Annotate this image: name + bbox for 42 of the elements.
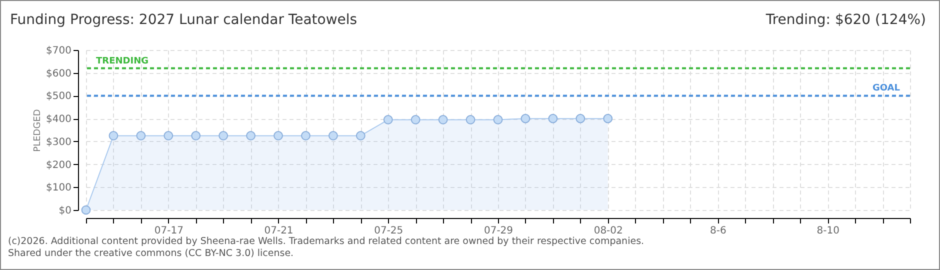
- point: [520, 114, 530, 124]
- point: [548, 114, 558, 124]
- point: [383, 115, 393, 124]
- point: [136, 131, 146, 140]
- y-axis-title: PLEDGED: [33, 109, 44, 152]
- point: [466, 115, 476, 124]
- y-tick-label: $300: [46, 136, 72, 148]
- point: [246, 131, 256, 140]
- point: [301, 131, 310, 140]
- point: [603, 114, 613, 124]
- x-tick-label: 07-21: [264, 226, 294, 236]
- y-tick-label: $0: [58, 206, 72, 216]
- x-tick-label: 8-10: [816, 226, 840, 236]
- point: [191, 131, 201, 140]
- point: [576, 114, 586, 124]
- point: [81, 205, 91, 215]
- ref-line-label: TRENDING: [96, 56, 148, 66]
- point: [410, 115, 420, 124]
- x-tick-label: 07-29: [484, 226, 514, 236]
- ref-line-label: GOAL: [872, 84, 900, 94]
- x-tick-label: 08-02: [594, 226, 623, 236]
- point: [356, 131, 366, 140]
- x-tick-label: 07-17: [154, 226, 184, 236]
- point: [274, 131, 283, 140]
- y-tick-label: $100: [46, 182, 72, 194]
- point: [164, 131, 174, 140]
- y-tick-label: $200: [46, 160, 72, 171]
- point: [438, 115, 448, 124]
- chart-subtitle: Trending: $620 (124%): [766, 12, 926, 28]
- text: Shared under the creative commons (CC BY-NC 3.0) license.: [8, 248, 295, 260]
- point: [218, 131, 228, 140]
- point: [108, 131, 118, 140]
- x-tick-label: 8-6: [710, 226, 726, 236]
- chart-title: Funding Progress: 2027 Lunar calendar Teatowels: [10, 12, 358, 28]
- y-tick-label: $500: [46, 91, 72, 102]
- text: (c)2026. Additional content provided by Sheena-rae Wells. Trademarks and related content are owned by their respective companies.: [8, 236, 644, 248]
- y-tick-label: $700: [46, 46, 72, 56]
- point: [328, 131, 338, 140]
- x-tick-label: 07-25: [374, 226, 404, 236]
- y-tick-label: $600: [46, 68, 72, 80]
- point: [493, 115, 503, 124]
- y-tick-label: $400: [46, 114, 72, 126]
